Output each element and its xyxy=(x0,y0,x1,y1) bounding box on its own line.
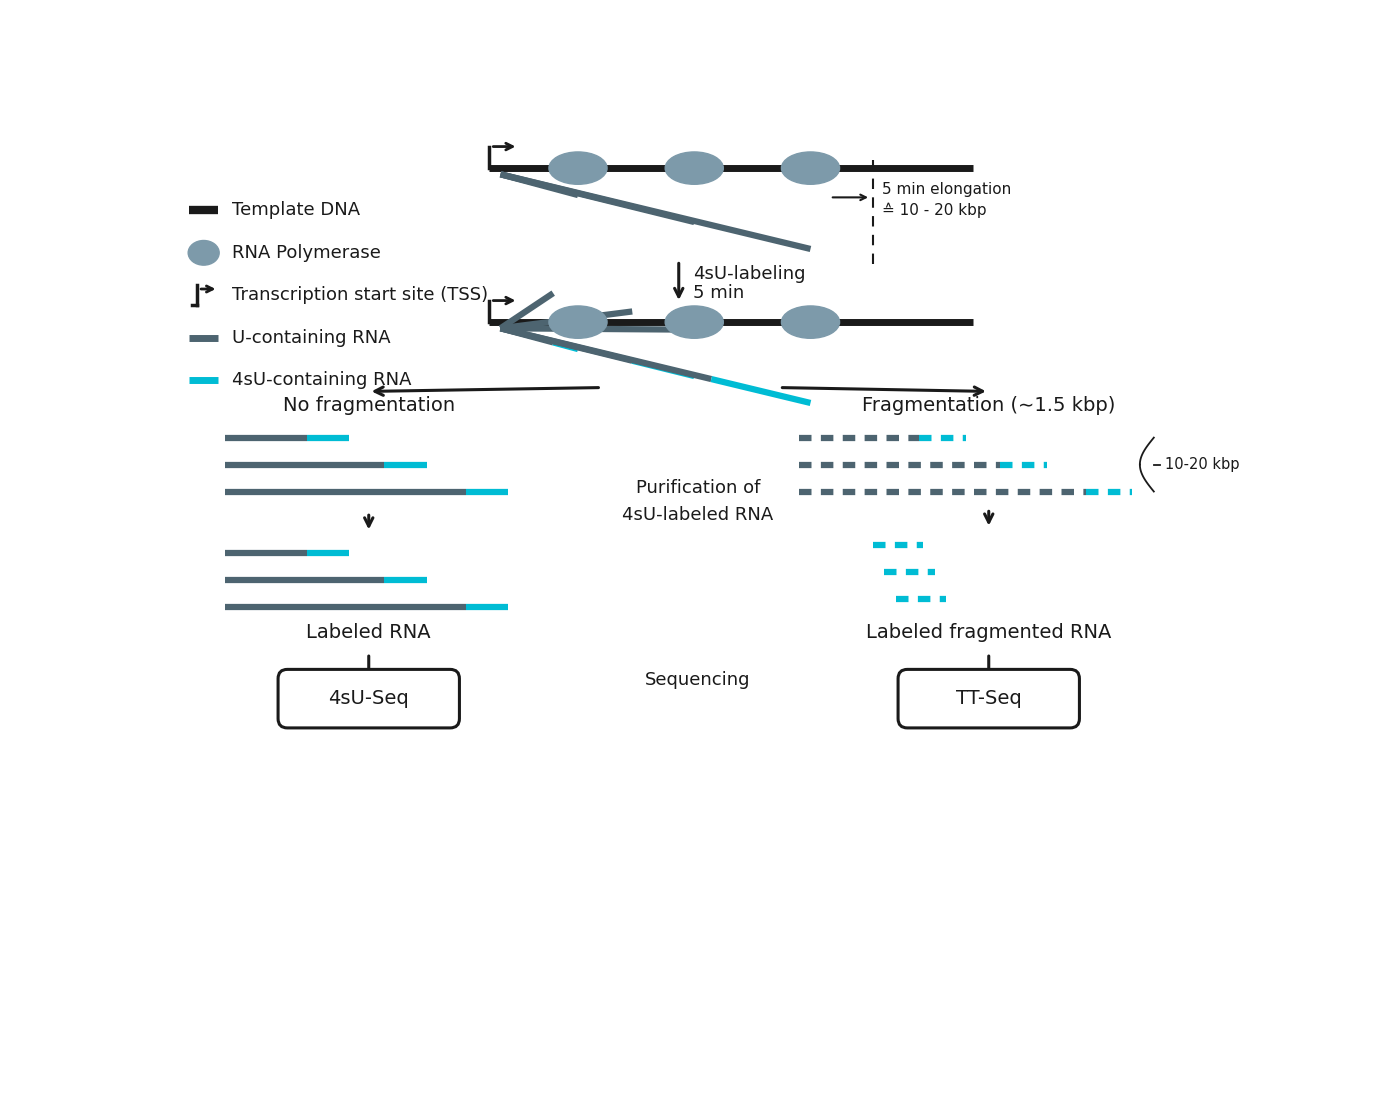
Text: RNA Polymerase: RNA Polymerase xyxy=(231,244,381,262)
Ellipse shape xyxy=(665,152,724,185)
Ellipse shape xyxy=(549,306,608,339)
Text: Purification of: Purification of xyxy=(636,479,760,496)
Ellipse shape xyxy=(665,306,724,339)
FancyBboxPatch shape xyxy=(279,669,459,728)
Text: Sequencing: Sequencing xyxy=(645,671,750,690)
Ellipse shape xyxy=(781,152,840,185)
Text: 5 min: 5 min xyxy=(693,284,743,302)
Text: U-containing RNA: U-containing RNA xyxy=(231,329,391,346)
Text: No fragmentation: No fragmentation xyxy=(283,396,455,414)
Text: Transcription start site (TSS): Transcription start site (TSS) xyxy=(231,286,487,304)
Text: 4sU-labeling: 4sU-labeling xyxy=(693,266,805,283)
Ellipse shape xyxy=(549,152,608,185)
Text: Template DNA: Template DNA xyxy=(231,201,360,220)
Text: 5 min elongation: 5 min elongation xyxy=(882,183,1011,197)
Text: 4sU-labeled RNA: 4sU-labeled RNA xyxy=(623,506,774,524)
Text: TT-Seq: TT-Seq xyxy=(956,690,1022,708)
Text: 4sU-containing RNA: 4sU-containing RNA xyxy=(231,371,412,389)
Ellipse shape xyxy=(781,306,840,339)
Text: Fragmentation (∼1.5 kbp): Fragmentation (∼1.5 kbp) xyxy=(862,396,1116,414)
Text: 10-20 kbp: 10-20 kbp xyxy=(1165,457,1240,472)
Text: Labeled fragmented RNA: Labeled fragmented RNA xyxy=(867,623,1112,642)
Text: ≙ 10 - 20 kbp: ≙ 10 - 20 kbp xyxy=(882,203,987,219)
Text: 4sU-Seq: 4sU-Seq xyxy=(329,690,409,708)
Text: Labeled RNA: Labeled RNA xyxy=(307,623,431,642)
Ellipse shape xyxy=(188,240,220,266)
FancyBboxPatch shape xyxy=(897,669,1079,728)
